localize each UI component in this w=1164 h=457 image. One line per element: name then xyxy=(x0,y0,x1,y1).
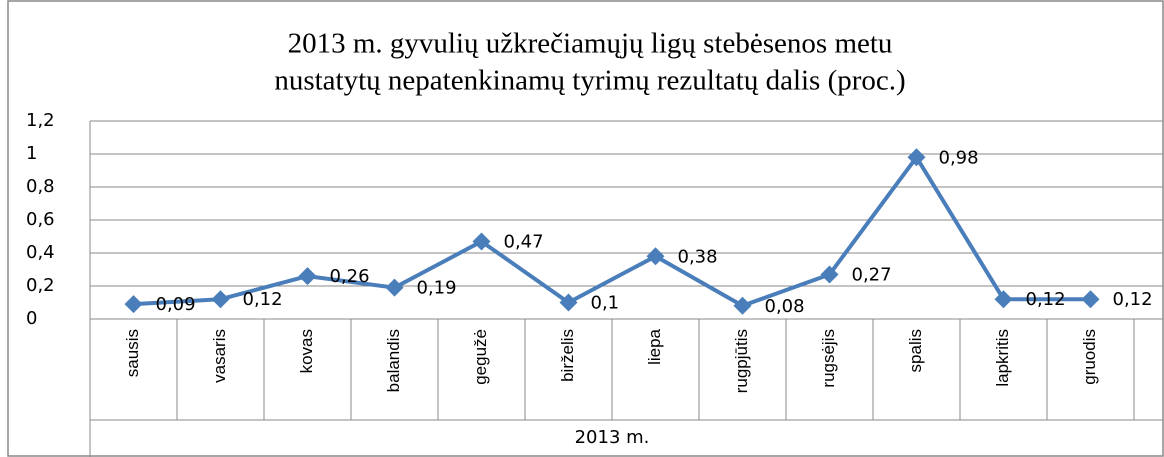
x-axis-label: 2013 m. xyxy=(575,427,650,448)
marker xyxy=(994,290,1013,309)
x-tick-label: birželis xyxy=(558,329,577,382)
data-label: 0,12 xyxy=(243,289,283,310)
marker xyxy=(1081,290,1100,309)
y-tick-label: 0 xyxy=(26,308,37,329)
y-tick-label: 0,8 xyxy=(26,176,55,197)
y-tick-label: 0,2 xyxy=(26,275,55,296)
x-tick-label: spalis xyxy=(906,329,925,372)
x-tick-label: rugpjūtis xyxy=(732,329,751,393)
data-label: 0,19 xyxy=(417,278,457,299)
data-label: 0,27 xyxy=(852,264,892,285)
marker xyxy=(124,295,143,314)
y-tick-label: 0,4 xyxy=(26,242,55,263)
marker xyxy=(733,296,752,315)
data-label: 0,12 xyxy=(1026,289,1066,310)
data-label: 0,1 xyxy=(591,293,620,314)
x-tick-label: balandis xyxy=(384,329,403,392)
chart-title-line: nustatytų nepatenkinamų tyrimų rezultatų… xyxy=(274,65,905,97)
marker xyxy=(211,290,230,309)
marker xyxy=(298,267,317,286)
x-tick-label: sausis xyxy=(123,329,142,377)
data-line xyxy=(133,155,1091,308)
data-label: 0,08 xyxy=(765,296,805,317)
marker xyxy=(385,278,404,297)
data-label: 0,98 xyxy=(939,147,979,168)
x-tick-label: rugsėjis xyxy=(819,329,838,388)
marker xyxy=(559,293,578,312)
data-label: 0,26 xyxy=(330,266,370,287)
marker xyxy=(820,265,839,284)
x-tick-label: kovas xyxy=(297,329,316,373)
data-label: 0,12 xyxy=(1113,289,1153,310)
y-tick-label: 1 xyxy=(26,143,37,164)
data-label: 0,38 xyxy=(678,246,718,267)
y-tick-label: 1,2 xyxy=(26,110,55,131)
x-tick-label: gruodis xyxy=(1080,329,1099,385)
x-tick-label: gegužė xyxy=(471,329,490,385)
marker xyxy=(472,232,491,251)
x-tick-label: lapkritis xyxy=(993,329,1012,387)
x-tick-label: vasaris xyxy=(210,329,229,383)
chart-title-line: 2013 m. gyvulių užkrečiamųjų ligų stebės… xyxy=(288,28,893,60)
marker xyxy=(907,148,926,167)
data-label: 0,47 xyxy=(504,231,544,252)
marker xyxy=(646,247,665,266)
x-tick-label: liepa xyxy=(645,328,664,364)
chart-frame xyxy=(7,0,1164,457)
y-tick-label: 0,6 xyxy=(26,209,55,230)
data-label: 0,09 xyxy=(156,294,196,315)
